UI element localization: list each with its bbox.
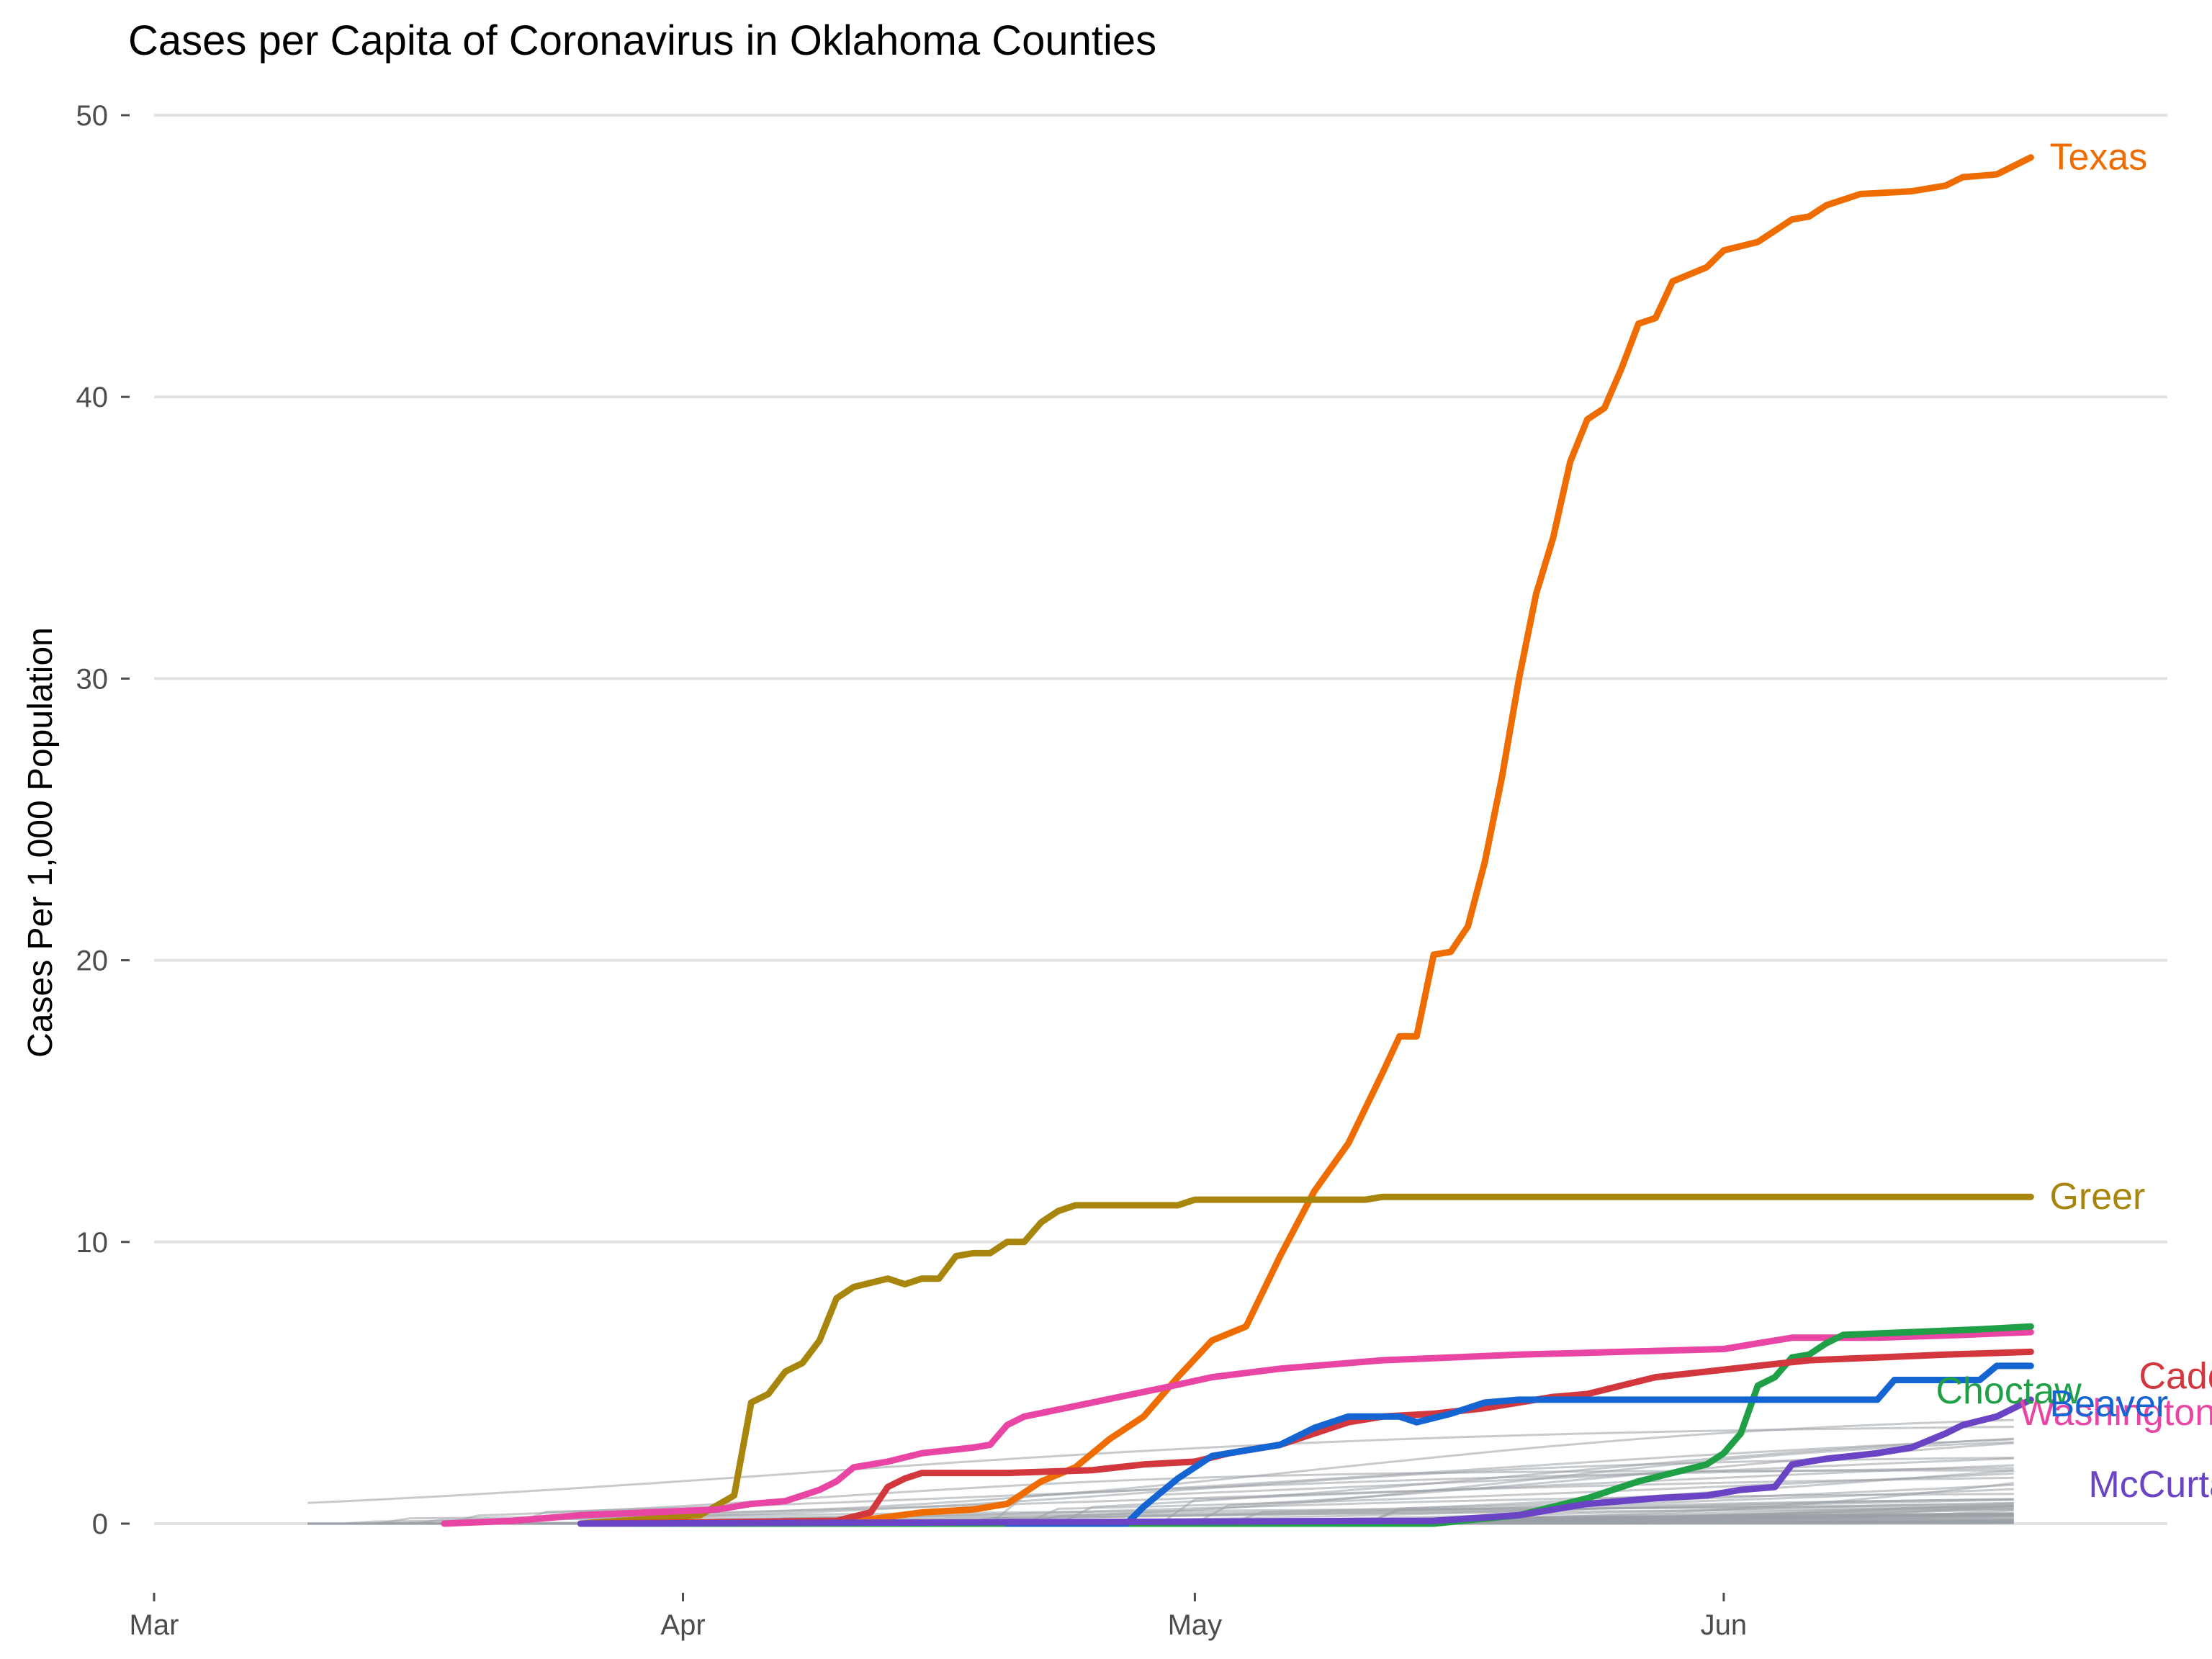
background-series-line [307,1426,2014,1504]
series-label-beaver: Beaver [2049,1383,2168,1425]
series-label-caddo: Caddo [2139,1355,2212,1397]
axes: 0 10 20 30 40 50 Mar Apr May Jun [76,100,1748,1641]
x-tick-label: May [1168,1609,1223,1641]
series-line-greer [577,1193,2034,1527]
y-tick-label: 0 [92,1509,108,1540]
background-series [307,1419,2014,1525]
x-tick-label: Apr [660,1609,705,1641]
series-line-choctaw [577,1323,2034,1527]
y-axis-title: Cases Per 1,000 Population [22,627,60,1058]
y-tick-label: 40 [76,382,109,413]
series-line-texas [645,154,2034,1527]
chart-title: Cases per Capita of Coronavirus in Oklah… [128,17,1156,64]
y-tick-label: 50 [76,100,109,132]
y-tick-label: 20 [76,945,109,977]
series-label-texas: Texas [2049,137,2147,179]
gridlines [154,114,2167,1525]
y-tick-label: 30 [76,663,109,695]
y-tick-label: 10 [76,1227,109,1259]
series-label-washington: Washington [2019,1392,2212,1434]
x-tick-label: Mar [130,1609,179,1641]
series-label-greer: Greer [2049,1176,2145,1218]
series-line-mccurtain [577,1396,2034,1527]
series-line-beaver [1004,1362,2034,1527]
x-tick-label: Jun [1701,1609,1748,1641]
series-label-mccurtain: McCurtain [2088,1464,2212,1506]
series-label-choctaw: Choctaw [1936,1370,2082,1412]
series-line-washington [441,1328,2034,1527]
highlighted-series [441,154,2034,1527]
